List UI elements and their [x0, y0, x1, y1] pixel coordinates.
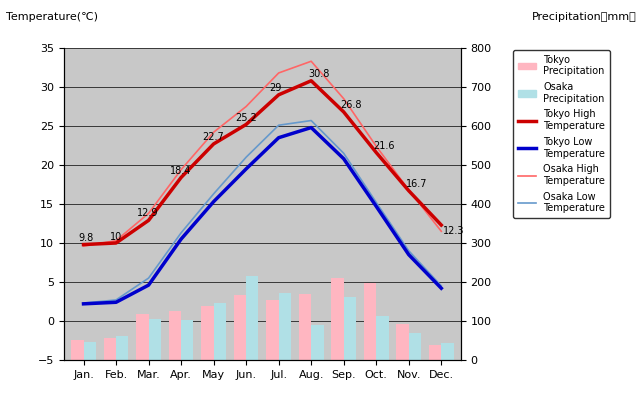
Bar [266, 300, 278, 360]
Text: 12.3: 12.3 [443, 226, 465, 236]
Bar [344, 298, 356, 360]
Text: Temperature(℃): Temperature(℃) [6, 12, 99, 22]
Text: 16.7: 16.7 [406, 179, 427, 189]
Bar [83, 342, 96, 360]
Bar [376, 316, 388, 360]
Bar [214, 303, 226, 360]
Bar [299, 294, 311, 360]
Bar [71, 340, 83, 360]
Text: 25.2: 25.2 [235, 112, 257, 122]
Text: 21.6: 21.6 [373, 141, 394, 151]
Bar [409, 333, 421, 360]
Bar [169, 312, 181, 360]
Bar [278, 293, 291, 360]
Text: 26.8: 26.8 [340, 100, 362, 110]
Text: 22.7: 22.7 [202, 132, 224, 142]
Bar [311, 325, 324, 360]
Text: 10: 10 [109, 232, 122, 242]
Bar [136, 314, 148, 360]
Bar [429, 344, 442, 360]
Bar [104, 338, 116, 360]
Bar [201, 306, 214, 360]
Bar [246, 276, 259, 360]
Text: 29: 29 [269, 83, 281, 93]
Bar [148, 319, 161, 360]
Bar [364, 283, 376, 360]
Bar [234, 294, 246, 360]
Text: 9.8: 9.8 [79, 234, 94, 244]
Text: 12.9: 12.9 [137, 208, 159, 218]
Bar [442, 343, 454, 360]
Bar [332, 278, 344, 360]
Bar [181, 320, 193, 360]
Text: Precipitation（mm）: Precipitation（mm） [532, 12, 637, 22]
Bar [116, 336, 129, 360]
Legend: Tokyo
Precipitation, Osaka
Precipitation, Tokyo High
Temperature, Tokyo Low
Temp: Tokyo Precipitation, Osaka Precipitation… [513, 50, 610, 218]
Text: 18.4: 18.4 [170, 166, 191, 176]
Bar [396, 324, 409, 360]
Text: 30.8: 30.8 [308, 69, 330, 79]
